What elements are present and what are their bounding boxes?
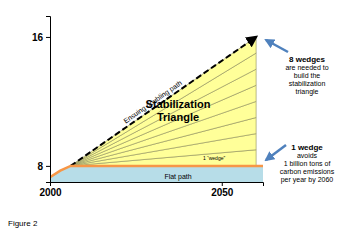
tick-mark: [50, 182, 51, 186]
tick-label: 2050: [211, 187, 234, 198]
tick-mark: [46, 166, 50, 167]
tick-mark: [46, 37, 50, 38]
tick-mark: [222, 182, 223, 186]
annotation: Triangle: [157, 111, 199, 123]
wedge: [71, 37, 257, 166]
tick-label: 2000: [39, 187, 62, 198]
series-label: Flat path: [164, 173, 191, 181]
tick-label: 16: [32, 32, 44, 43]
annotation: per year by 2060: [281, 176, 334, 184]
chart: 81620002050Ensuing doubling pathFlat pat…: [0, 0, 350, 234]
tick: 2050: [211, 182, 234, 198]
annotation: 1 “wedge”: [203, 155, 226, 161]
annotation: 1 billion tons of: [284, 160, 331, 167]
tick-label: 8: [37, 161, 43, 172]
annotation: avoids: [297, 152, 318, 159]
annotation: carbon emissions: [280, 168, 335, 175]
axis-line: [46, 17, 51, 183]
figure-label: Figure 2: [8, 219, 38, 228]
x-axis: 2000 2050: [39, 182, 263, 198]
annotation: triangle: [296, 88, 319, 96]
tick: 16: [32, 32, 50, 43]
annotation: build the: [294, 72, 321, 79]
annotation: 8 wedges: [289, 55, 326, 64]
annotation: Stabilization: [146, 98, 211, 110]
flat-path-area: [50, 166, 263, 182]
y-axis: 8 16: [32, 17, 51, 183]
axis-line: [51, 183, 264, 187]
annotation: are needed to: [285, 64, 328, 71]
tick: 2000: [39, 182, 62, 198]
tick: 8: [37, 161, 50, 172]
annotation-arrow: [266, 145, 286, 160]
annotation: stabilization: [289, 80, 326, 87]
annotation-arrow: [266, 40, 288, 52]
series-line: [50, 166, 263, 177]
plot-area: [50, 37, 263, 182]
annotation: 1 wedge: [291, 143, 323, 152]
series-line: [71, 37, 257, 166]
